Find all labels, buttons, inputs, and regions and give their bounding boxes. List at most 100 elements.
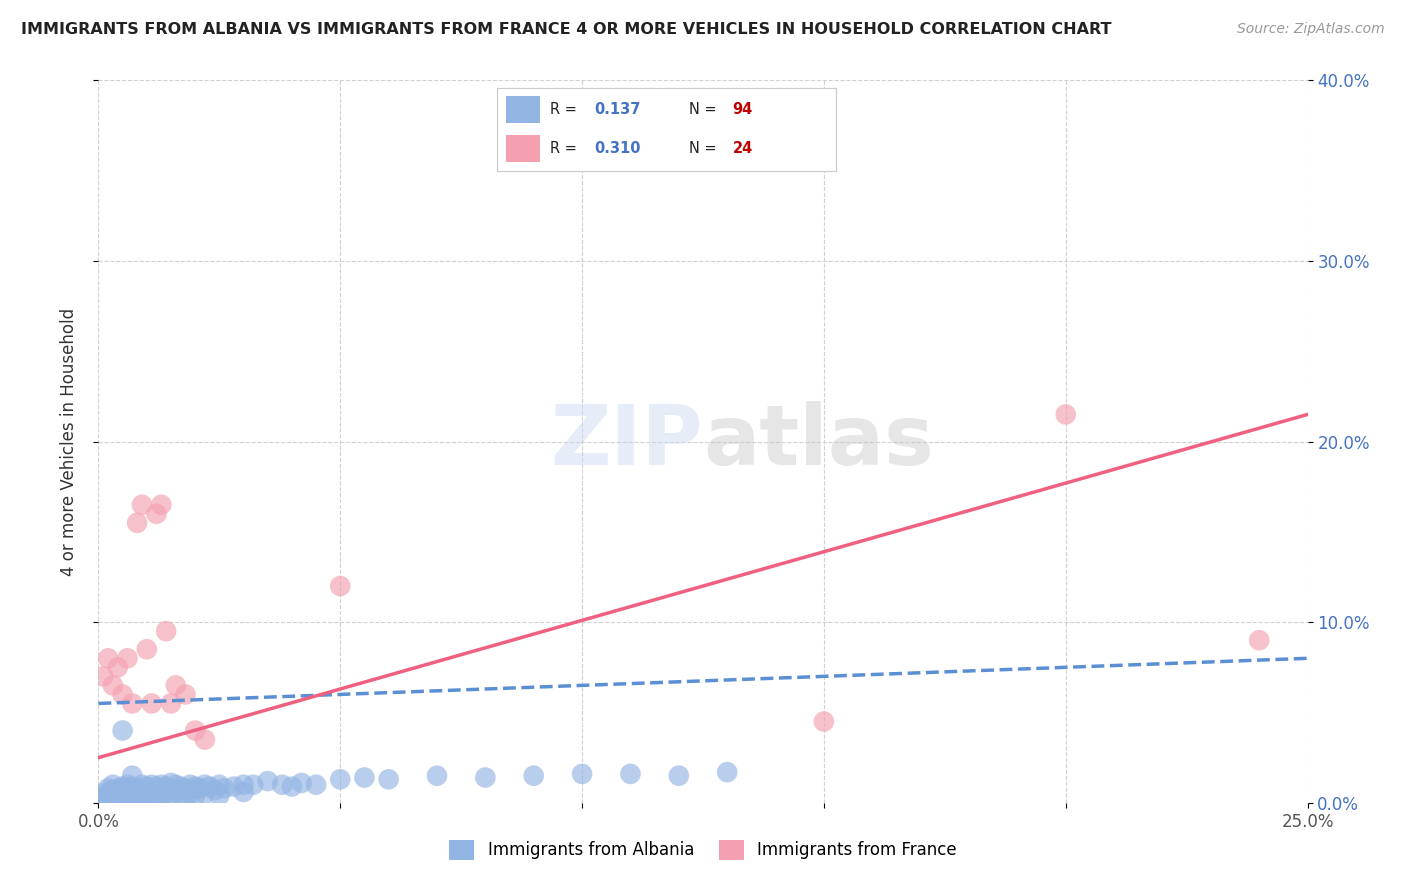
Point	[111, 794, 134, 808]
Point	[111, 787, 134, 801]
Point	[329, 772, 352, 787]
Point	[165, 778, 187, 792]
Point	[111, 790, 134, 805]
Text: atlas: atlas	[703, 401, 934, 482]
Point	[101, 778, 124, 792]
Point	[426, 769, 449, 783]
Point	[145, 780, 167, 794]
Point	[290, 776, 312, 790]
Point	[101, 678, 124, 692]
Point	[571, 128, 593, 142]
Text: IMMIGRANTS FROM ALBANIA VS IMMIGRANTS FROM FRANCE 4 OR MORE VEHICLES IN HOUSEHOL: IMMIGRANTS FROM ALBANIA VS IMMIGRANTS FR…	[21, 22, 1112, 37]
Point	[117, 778, 139, 792]
Point	[165, 785, 187, 799]
Point	[91, 790, 114, 805]
Point	[101, 792, 124, 806]
Point	[184, 781, 207, 796]
Point	[121, 785, 143, 799]
Point	[145, 785, 167, 799]
Point	[208, 789, 231, 803]
Point	[135, 642, 157, 657]
Point	[174, 781, 197, 796]
Point	[232, 785, 254, 799]
Point	[571, 767, 593, 781]
Point	[121, 789, 143, 803]
Point	[150, 790, 173, 805]
Point	[141, 790, 163, 805]
Point	[329, 579, 352, 593]
Point	[97, 651, 120, 665]
Point	[232, 778, 254, 792]
Point	[107, 787, 129, 801]
Point	[169, 780, 191, 794]
Point	[1249, 633, 1271, 648]
Point	[174, 790, 197, 805]
Point	[150, 778, 173, 792]
Point	[194, 778, 217, 792]
Point	[668, 769, 690, 783]
Point	[155, 780, 177, 794]
Point	[208, 778, 231, 792]
Point	[141, 785, 163, 799]
Point	[111, 723, 134, 738]
Point	[131, 790, 153, 805]
Point	[117, 787, 139, 801]
Point	[305, 778, 328, 792]
Point	[127, 787, 149, 801]
Point	[121, 792, 143, 806]
Y-axis label: 4 or more Vehicles in Household: 4 or more Vehicles in Household	[59, 308, 77, 575]
Point	[271, 778, 294, 792]
Point	[174, 687, 197, 701]
Point	[1054, 408, 1077, 422]
Point	[813, 714, 835, 729]
Legend: Immigrants from Albania, Immigrants from France: Immigrants from Albania, Immigrants from…	[443, 833, 963, 867]
Point	[135, 789, 157, 803]
Point	[169, 789, 191, 803]
Point	[131, 785, 153, 799]
Point	[194, 732, 217, 747]
Point	[97, 787, 120, 801]
Point	[121, 769, 143, 783]
Point	[97, 794, 120, 808]
Point	[353, 771, 375, 785]
Point	[242, 778, 264, 792]
Point	[160, 776, 183, 790]
Point	[179, 778, 201, 792]
Point	[256, 774, 278, 789]
Point	[212, 781, 235, 796]
Point	[131, 778, 153, 792]
Point	[135, 792, 157, 806]
Point	[145, 507, 167, 521]
Point	[194, 787, 217, 801]
Point	[155, 787, 177, 801]
Point	[107, 790, 129, 805]
Point	[97, 792, 120, 806]
Point	[135, 780, 157, 794]
Point	[111, 780, 134, 794]
Point	[127, 792, 149, 806]
Point	[97, 781, 120, 796]
Point	[165, 678, 187, 692]
Text: Source: ZipAtlas.com: Source: ZipAtlas.com	[1237, 22, 1385, 37]
Point	[160, 783, 183, 797]
Point	[716, 765, 738, 780]
Point	[179, 787, 201, 801]
Point	[101, 789, 124, 803]
Point	[145, 792, 167, 806]
Point	[155, 624, 177, 639]
Point	[377, 772, 399, 787]
Point	[117, 651, 139, 665]
Point	[101, 794, 124, 808]
Point	[184, 780, 207, 794]
Point	[127, 516, 149, 530]
Point	[184, 723, 207, 738]
Point	[281, 780, 304, 794]
Point	[107, 660, 129, 674]
Point	[141, 778, 163, 792]
Point	[91, 669, 114, 683]
Point	[135, 783, 157, 797]
Point	[160, 790, 183, 805]
Point	[91, 787, 114, 801]
Point	[131, 498, 153, 512]
Point	[188, 781, 211, 796]
